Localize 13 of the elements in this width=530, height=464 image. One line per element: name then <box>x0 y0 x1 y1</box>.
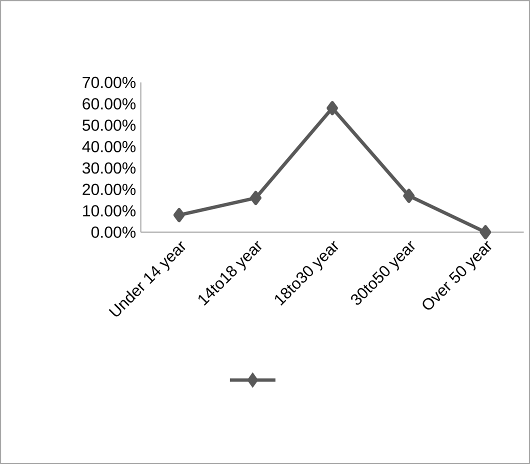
y-tick-label: 60.00% <box>82 98 136 110</box>
y-tick-label: 10.00% <box>83 205 136 216</box>
point <box>250 190 262 206</box>
y-tick-label: 40.00% <box>82 140 136 152</box>
point <box>480 225 492 240</box>
y-tick-label: 20.00% <box>82 184 136 196</box>
y-tick-label: 0.00% <box>91 226 136 238</box>
point <box>173 208 185 222</box>
y-tick-label: 70.00% <box>82 76 136 88</box>
point <box>326 101 338 116</box>
point <box>403 188 415 203</box>
y-tick-label: 30.00% <box>82 162 136 174</box>
y-tick-label: 50.00% <box>82 120 136 131</box>
